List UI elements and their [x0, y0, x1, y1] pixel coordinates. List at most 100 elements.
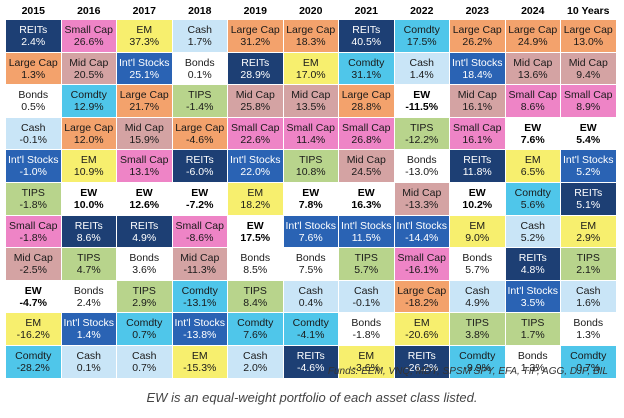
return-value: 8.5%	[243, 264, 268, 277]
return-value: 8.9%	[576, 101, 601, 114]
return-value: 0.1%	[76, 362, 101, 374]
return-value: -18.2%	[405, 296, 439, 309]
asset-class-label: Comdty	[237, 317, 274, 330]
return-cell: TIPS -12.2%	[394, 117, 449, 150]
asset-class-label: Bonds	[517, 350, 548, 362]
return-cell: Bonds 8.5%	[228, 248, 283, 280]
return-value: 31.1%	[351, 68, 382, 81]
asset-class-label: Large Cap	[8, 56, 58, 69]
asset-class-label: EW	[413, 89, 431, 102]
return-value: 13.5%	[295, 101, 326, 114]
return-cell: TIPS 10.8%	[283, 150, 338, 182]
return-value: 10.8%	[295, 166, 326, 179]
year-header: 2017	[132, 5, 156, 17]
asset-class-label: EM	[302, 56, 319, 69]
return-cell: Small Cap 11.4%	[283, 117, 338, 150]
return-cell: Mid Cap 15.9%	[117, 117, 172, 150]
year-header: 2022	[410, 5, 434, 17]
asset-class-label: Mid Cap	[124, 121, 164, 134]
return-cell: Large Cap 1.3%	[6, 52, 61, 85]
return-value: 16.3%	[351, 199, 382, 211]
return-cell: Mid Cap 24.5%	[339, 150, 394, 182]
return-cell: Small Cap 8.9%	[561, 85, 616, 117]
return-value: -0.1%	[19, 133, 47, 146]
return-cell: Small Cap 8.6%	[505, 85, 560, 117]
asset-class-label: Comdty	[348, 56, 385, 69]
return-value: 0.4%	[298, 296, 323, 309]
return-value: 1.3%	[520, 362, 545, 374]
asset-class-label: Large Cap	[119, 89, 169, 102]
return-value: 11.8%	[462, 166, 492, 179]
return-cell: Cash 5.2%	[505, 215, 560, 248]
asset-class-label: REITs	[463, 154, 492, 167]
return-cell: EM -3.6%	[339, 346, 394, 378]
return-value: -14.4%	[405, 231, 439, 244]
asset-class-label: Small Cap	[286, 121, 335, 134]
return-value: 0.5%	[21, 101, 46, 114]
return-cell: Mid Cap 25.8%	[228, 85, 283, 117]
return-cell: Large Cap 28.8%	[339, 85, 394, 117]
return-value: 22.0%	[240, 166, 271, 179]
asset-class-label: Cash	[76, 350, 101, 362]
return-cell: REITs 4.9%	[117, 215, 172, 248]
return-value: 11.5%	[351, 231, 381, 244]
return-cell: EM 2.9%	[561, 215, 616, 248]
asset-class-label: Comdty	[70, 89, 107, 102]
return-value: -13.0%	[405, 166, 439, 179]
asset-class-label: Int'l Stocks	[341, 219, 392, 232]
return-value: 1.6%	[576, 296, 601, 309]
return-value: -2.5%	[19, 264, 47, 277]
return-cell: Bonds 0.1%	[172, 52, 227, 85]
return-cell: Small Cap -16.1%	[394, 248, 449, 280]
return-value: -1.0%	[19, 166, 47, 179]
return-cell: Comdty -4.1%	[283, 313, 338, 345]
return-cell: REITs -6.0%	[172, 150, 227, 182]
return-cell: Comdty 5.6%	[505, 183, 560, 215]
asset-class-label: REITs	[518, 252, 547, 265]
return-cell: REITs -4.6%	[283, 346, 338, 378]
return-value: 22.6%	[240, 133, 271, 146]
return-cell: EM 17.0%	[283, 52, 338, 85]
return-cell: Comdty -28.2%	[6, 346, 61, 378]
asset-class-label: Comdty	[292, 317, 329, 330]
return-cell: Bonds 2.4%	[61, 280, 116, 313]
return-cell: Int'l Stocks 1.4%	[61, 313, 116, 345]
return-cell: TIPS 4.7%	[61, 248, 116, 280]
return-value: -26.2%	[405, 362, 439, 374]
return-value: -11.3%	[183, 264, 217, 277]
return-value: 8.6%	[76, 231, 101, 244]
year-header: 2020	[299, 5, 323, 17]
return-cell: Large Cap 26.2%	[450, 20, 505, 52]
return-value: -20.6%	[405, 329, 439, 342]
return-value: 1.4%	[409, 68, 434, 81]
asset-class-label: EW	[302, 187, 320, 199]
return-value: -3.6%	[352, 362, 380, 374]
return-value: -13.8%	[183, 329, 217, 342]
asset-class-label: TIPS	[132, 284, 156, 297]
asset-class-label: TIPS	[521, 317, 545, 330]
asset-class-label: Large Cap	[452, 24, 502, 36]
return-value: 5.1%	[576, 199, 601, 211]
asset-class-label: Int'l Stocks	[230, 154, 281, 167]
return-cell: EM 9.0%	[450, 215, 505, 248]
return-cell: Large Cap 13.0%	[561, 20, 616, 52]
asset-class-label: Cash	[242, 350, 268, 362]
asset-class-label: TIPS	[188, 89, 212, 102]
asset-class-label: Mid Cap	[402, 187, 442, 199]
return-value: 13.1%	[129, 166, 160, 179]
asset-class-label: TIPS	[243, 284, 267, 297]
return-cell: Small Cap -1.8%	[6, 215, 61, 248]
return-cell: REITs 5.1%	[561, 183, 616, 215]
return-value: 4.8%	[520, 264, 545, 277]
return-value: 4.9%	[132, 231, 157, 244]
return-value: 17.5%	[240, 231, 271, 244]
asset-class-label: TIPS	[576, 252, 600, 265]
return-cell: Mid Cap 13.6%	[505, 52, 560, 85]
return-value: 25.8%	[240, 101, 271, 114]
return-value: -4.7%	[19, 296, 47, 309]
return-value: 4.7%	[76, 264, 101, 277]
asset-class-label: Int'l Stocks	[8, 154, 59, 167]
asset-class-label: Cash	[298, 284, 323, 297]
return-cell: Mid Cap 20.5%	[61, 52, 116, 85]
